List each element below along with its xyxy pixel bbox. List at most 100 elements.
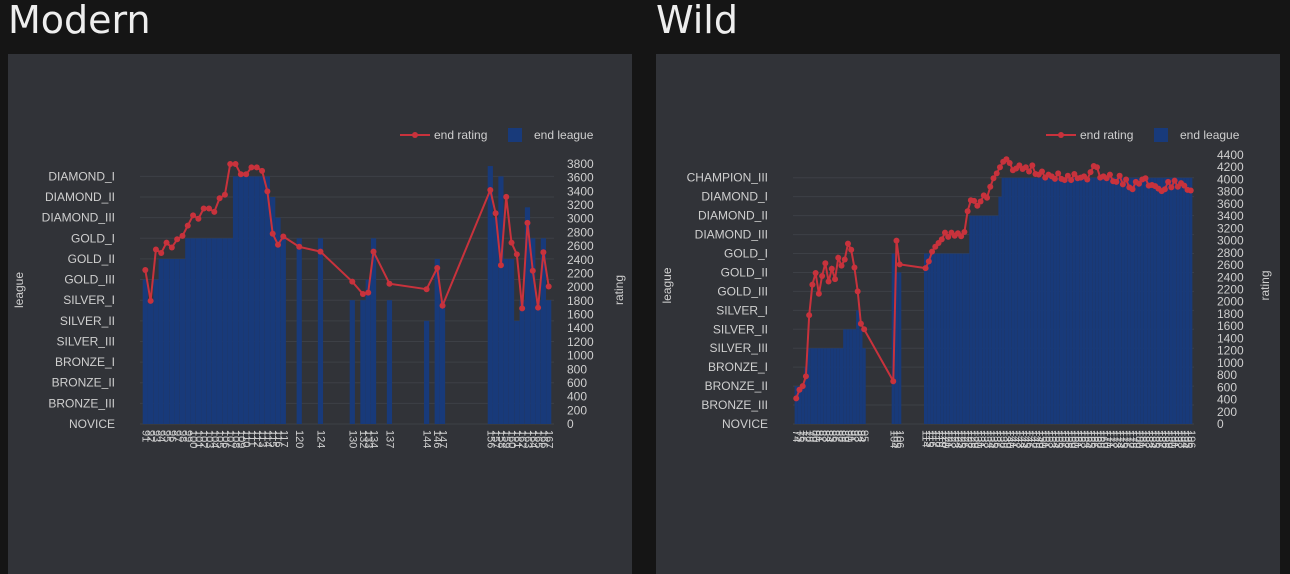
- modern-league-bar: [493, 217, 499, 424]
- modern-rating-point: [253, 164, 260, 171]
- modern-league-bar: [201, 238, 207, 424]
- wild-rating-point: [1136, 180, 1143, 187]
- wild-league-bar: [1147, 177, 1151, 424]
- modern-league-bar: [530, 238, 536, 424]
- modern-x-tick-label: 94: [155, 430, 167, 442]
- modern-x-tick-label: 166: [537, 430, 549, 448]
- wild-x-tick-label: 149: [1033, 430, 1045, 448]
- wild-rating-tick-label: 1800: [1217, 307, 1244, 321]
- wild-x-tick-label: 183: [1143, 430, 1155, 448]
- wild-league-bar: [1114, 177, 1118, 424]
- wild-x-tick-label: 146: [1023, 430, 1035, 448]
- wild-league-bar: [953, 253, 957, 424]
- wild-league-tick-label: SILVER_II: [713, 322, 768, 336]
- modern-x-tick-label: 158: [495, 430, 507, 448]
- wild-rating-point: [896, 261, 903, 268]
- wild-rating-tick-label: 1400: [1217, 331, 1244, 345]
- modern-x-tick-label: 167: [543, 430, 555, 448]
- wild-x-tick-label: 163: [1078, 430, 1090, 448]
- wild-league-bar: [843, 329, 847, 424]
- modern-x-tick-label: 93: [150, 430, 162, 442]
- modern-league-tick-label: NOVICE: [69, 417, 115, 431]
- modern-league-bar: [386, 300, 393, 424]
- wild-league-bar: [1156, 177, 1161, 424]
- modern-rating-point: [179, 232, 186, 239]
- modern-league-bar: [280, 238, 286, 424]
- modern-x-tick-label: 160: [506, 430, 518, 448]
- modern-rating-point: [503, 193, 510, 200]
- wild-league-bar: [1101, 177, 1106, 424]
- wild-league-bar: [1079, 177, 1083, 424]
- wild-league-bar: [1127, 177, 1131, 424]
- modern-rating-tick-label: 2800: [567, 225, 594, 239]
- modern-league-bar: [217, 238, 223, 424]
- wild-x-tick-label: 150: [1036, 430, 1048, 448]
- wild-x-tick-label: 176: [1120, 430, 1132, 448]
- modern-league-bar: [370, 238, 377, 424]
- wild-league-tick-label: BRONZE_I: [708, 360, 768, 374]
- wild-league-bar: [1176, 177, 1180, 424]
- modern-rating-point: [174, 236, 181, 243]
- modern-league-bar: [519, 300, 525, 424]
- wild-x-tick-label: 104: [887, 430, 899, 448]
- wild-x-tick-label: 128: [965, 430, 977, 448]
- wild-league-bar: [817, 348, 821, 424]
- wild-league-bar: [1169, 177, 1173, 424]
- wild-x-tick-label: 87: [832, 430, 844, 442]
- modern-league-tick-label: DIAMOND_III: [42, 211, 115, 225]
- wild-rating-point: [844, 240, 851, 247]
- modern-rating-point: [492, 210, 499, 217]
- wild-league-bar: [1189, 177, 1193, 424]
- wild-league-bar: [1063, 177, 1067, 424]
- wild-x-tick-label: 79: [806, 430, 818, 442]
- wild-x-tick-label: 179: [1130, 430, 1142, 448]
- wild-x-tick-label: 167: [1091, 430, 1103, 448]
- wild-rating-tick-label: 3000: [1217, 234, 1244, 248]
- wild-x-tick-label: 168: [1094, 430, 1106, 448]
- modern-rating-point: [152, 246, 159, 253]
- modern-rating-point: [269, 230, 276, 237]
- modern-x-tick-label: 115: [267, 430, 279, 448]
- wild-league-bar: [1056, 177, 1060, 424]
- modern-league-bar: [169, 258, 175, 424]
- wild-league-bar: [1021, 177, 1025, 424]
- wild-rating-point: [857, 320, 864, 327]
- modern-x-tick-label: 106: [219, 430, 231, 448]
- wild-x-tick-label: 115: [923, 430, 935, 448]
- modern-league-bar: [174, 258, 180, 424]
- wild-league-bar: [856, 310, 860, 424]
- modern-rating-point: [163, 239, 170, 246]
- wild-league-bar: [1059, 177, 1063, 424]
- wild-league-bar: [849, 329, 853, 424]
- wild-rating-point: [941, 229, 948, 236]
- wild-x-tick-label: 152: [1043, 430, 1055, 448]
- wild-x-tick-label: 93: [852, 430, 864, 442]
- wild-league-bar: [1053, 177, 1057, 424]
- wild-rating-point: [851, 264, 858, 271]
- chart-wild[interactable]: NOVICE BRONZE_III BRONZE_II BRONZE_I SILVER_…: [656, 54, 1280, 574]
- wild-x-tick-label: 174: [1114, 430, 1126, 448]
- wild-league-bar: [1150, 177, 1154, 424]
- modern-rating-tick-label: 3600: [567, 171, 594, 185]
- wild-x-tick-label: 74: [790, 430, 802, 442]
- wild-rating-point: [1055, 170, 1062, 177]
- modern-rating-tick-label: 3400: [567, 184, 594, 198]
- modern-rating-point: [190, 212, 197, 219]
- wild-league-bar: [1001, 177, 1005, 424]
- wild-rating-point: [996, 164, 1003, 171]
- wild-rating-point: [1087, 169, 1094, 176]
- wild-rating-point: [1068, 177, 1075, 184]
- wild-rating-point: [793, 395, 800, 402]
- wild-rating-tick-label: 2600: [1217, 258, 1244, 272]
- wild-x-tick-label: 190: [1165, 430, 1177, 448]
- modern-x-tick-label: 103: [203, 430, 215, 448]
- wild-x-tick-label: 170: [1101, 430, 1113, 448]
- wild-league-tick-label: GOLD_II: [721, 265, 768, 279]
- modern-rating-point: [168, 244, 175, 251]
- chart-modern[interactable]: NOVICE BRONZE_III BRONZE_II BRONZE_I SILVER_…: [8, 54, 632, 574]
- modern-league-bar: [439, 300, 446, 424]
- modern-x-tick-label: 95: [161, 430, 173, 442]
- wild-league-bar: [1082, 177, 1086, 424]
- modern-league-tick-label: DIAMOND_II: [45, 190, 115, 204]
- modern-x-tick-label: 91: [139, 430, 151, 442]
